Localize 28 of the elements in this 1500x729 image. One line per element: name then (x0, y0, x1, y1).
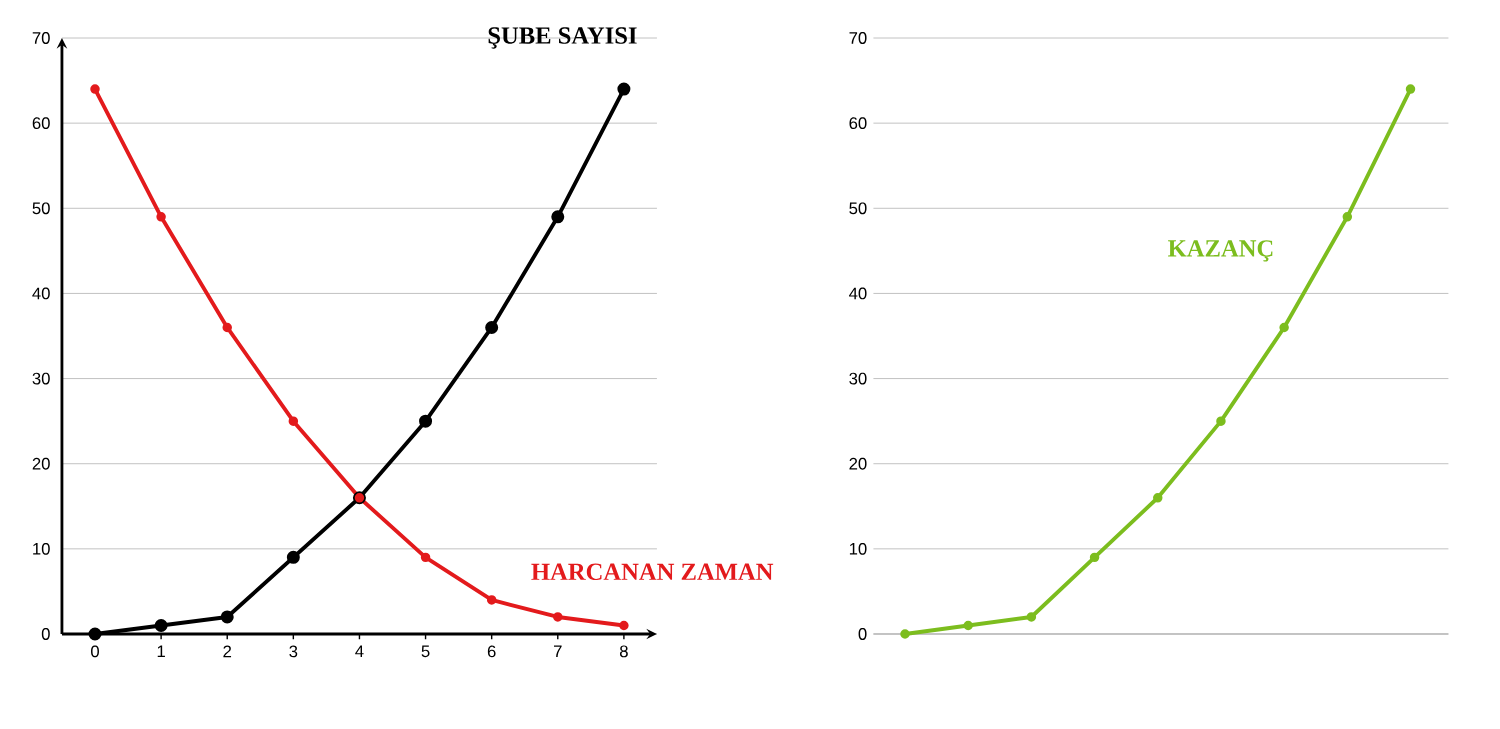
y-tick-label: 40 (32, 287, 50, 300)
y-tick-label: 60 (849, 117, 867, 130)
y-tick-label: 30 (849, 372, 867, 385)
y-tick-label: 20 (849, 457, 867, 470)
x-tick-label: 4 (355, 645, 364, 657)
y-tick-label: 0 (858, 628, 867, 640)
y-tick-label: 40 (849, 287, 867, 300)
y-tick-label: 70 (849, 32, 867, 44)
series-label: KAZANÇ (1168, 240, 1273, 262)
x-tick-label: 8 (619, 645, 628, 658)
y-tick-label: 20 (32, 457, 50, 470)
y-tick-label: 50 (849, 202, 867, 215)
y-tick-label: 50 (32, 202, 50, 215)
series-label: HARCANAN ZAMAN (531, 563, 774, 581)
x-tick-label: 1 (157, 645, 165, 657)
x-tick-label: 0 (91, 645, 99, 658)
x-tick-label: 2 (223, 645, 232, 658)
y-tick-label: 10 (849, 542, 867, 555)
x-tick-label: 6 (487, 645, 496, 658)
x-tick-label: 3 (289, 645, 298, 658)
y-tick-label: 10 (33, 542, 50, 555)
y-tick-label: 30 (32, 372, 50, 385)
y-tick-label: 70 (32, 32, 50, 44)
x-tick-label: 5 (421, 645, 430, 658)
y-tick-label: 0 (41, 628, 50, 640)
series-label: ŞUBE SAYISI (488, 27, 637, 49)
x-tick-label: 7 (554, 645, 562, 657)
y-tick-label: 60 (32, 117, 50, 130)
